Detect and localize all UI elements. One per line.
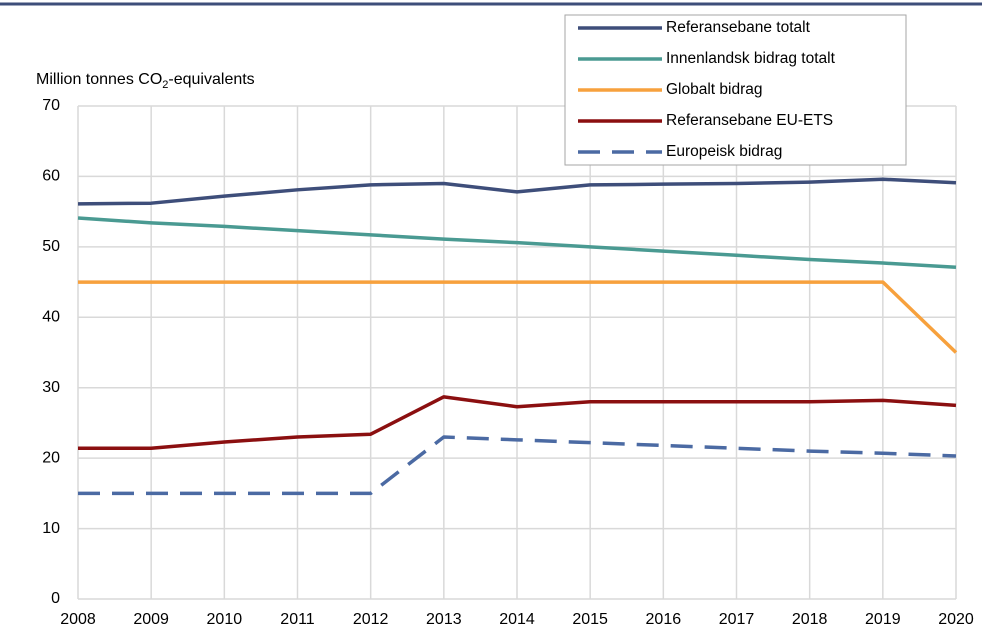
- legend: Referansebane totalt Innenlandsk bidrag t…: [564, 14, 907, 166]
- legend-label: Globalt bidrag: [666, 81, 763, 98]
- x-tick-label: 2019: [865, 611, 901, 628]
- x-tick-label: 2010: [207, 611, 243, 628]
- series-line: [77, 177, 957, 206]
- y-tick-label: 50: [42, 238, 60, 255]
- x-tick-label: 2012: [353, 611, 389, 628]
- legend-label: Referansebane EU-ETS: [666, 112, 833, 129]
- x-tick-label: 2011: [280, 611, 315, 628]
- x-tick-label: 2018: [792, 611, 828, 628]
- series-line: [77, 216, 957, 270]
- series-line: [78, 435, 957, 496]
- y-tick-label: 10: [42, 520, 60, 537]
- y-tick-label: 70: [42, 97, 60, 114]
- x-tick-label: 2020: [938, 611, 974, 628]
- y-tick-label: 30: [42, 379, 60, 396]
- x-tick-label: 2015: [572, 611, 608, 628]
- series-line: [78, 395, 957, 451]
- x-tick-label: 2013: [426, 611, 462, 628]
- legend-label: Europeisk bidrag: [666, 143, 782, 160]
- y-tick-label: 40: [42, 309, 60, 326]
- y-tick-label: 0: [51, 590, 60, 607]
- x-tick-label: 2014: [499, 611, 535, 628]
- x-tick-label: 2008: [60, 611, 96, 628]
- legend-label: Innenlandsk bidrag totalt: [666, 50, 836, 67]
- x-tick-label: 2016: [646, 611, 682, 628]
- y-tick-label: 60: [42, 168, 60, 185]
- y-tick-label: 20: [42, 449, 60, 466]
- x-tick-label: 2017: [719, 611, 755, 628]
- series-line: [78, 280, 958, 354]
- legend-label: Referansebane totalt: [666, 19, 811, 36]
- y-axis-label: Million tonnes CO2-equivalents: [36, 71, 255, 91]
- x-tick-label: 2009: [133, 611, 169, 628]
